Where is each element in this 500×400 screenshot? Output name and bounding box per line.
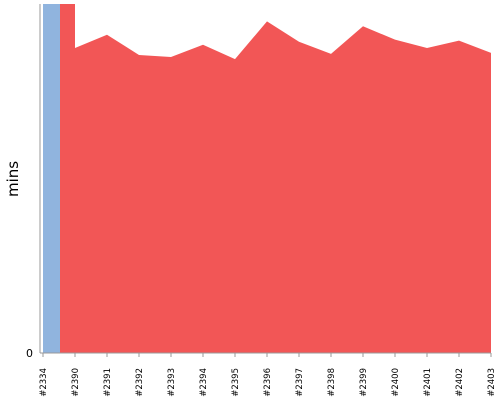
x-tick-label: #2397 (295, 368, 305, 397)
x-tick-label: #2394 (199, 368, 209, 397)
series-layer (43, 4, 491, 353)
x-tick-label: #2391 (103, 368, 113, 397)
x-tick-label: #2390 (71, 368, 81, 397)
x-tick-label: #2403 (487, 368, 497, 397)
x-tick-label: #2400 (391, 368, 401, 397)
x-tick-label: #2393 (167, 368, 177, 397)
x-axis-ticks: #2334 #2390 #2391 #2392 #2393 #2394 #2395 #2396… (39, 353, 497, 397)
x-tick-label: #2334 (39, 368, 49, 397)
x-tick-label: #2398 (327, 368, 337, 397)
y-axis-title: mins (4, 161, 22, 197)
x-tick-label: #2392 (135, 368, 145, 397)
series-area-0 (43, 4, 60, 353)
series-area-1 (60, 4, 491, 353)
x-tick-label: #2396 (263, 368, 273, 397)
x-tick-label: #2395 (231, 368, 241, 397)
x-tick-label: #2402 (455, 368, 465, 397)
y-axis-ticks: 0 (26, 347, 33, 360)
y-tick-label: 0 (26, 347, 33, 360)
x-tick-label: #2399 (359, 368, 369, 397)
x-tick-label: #2401 (423, 368, 433, 397)
